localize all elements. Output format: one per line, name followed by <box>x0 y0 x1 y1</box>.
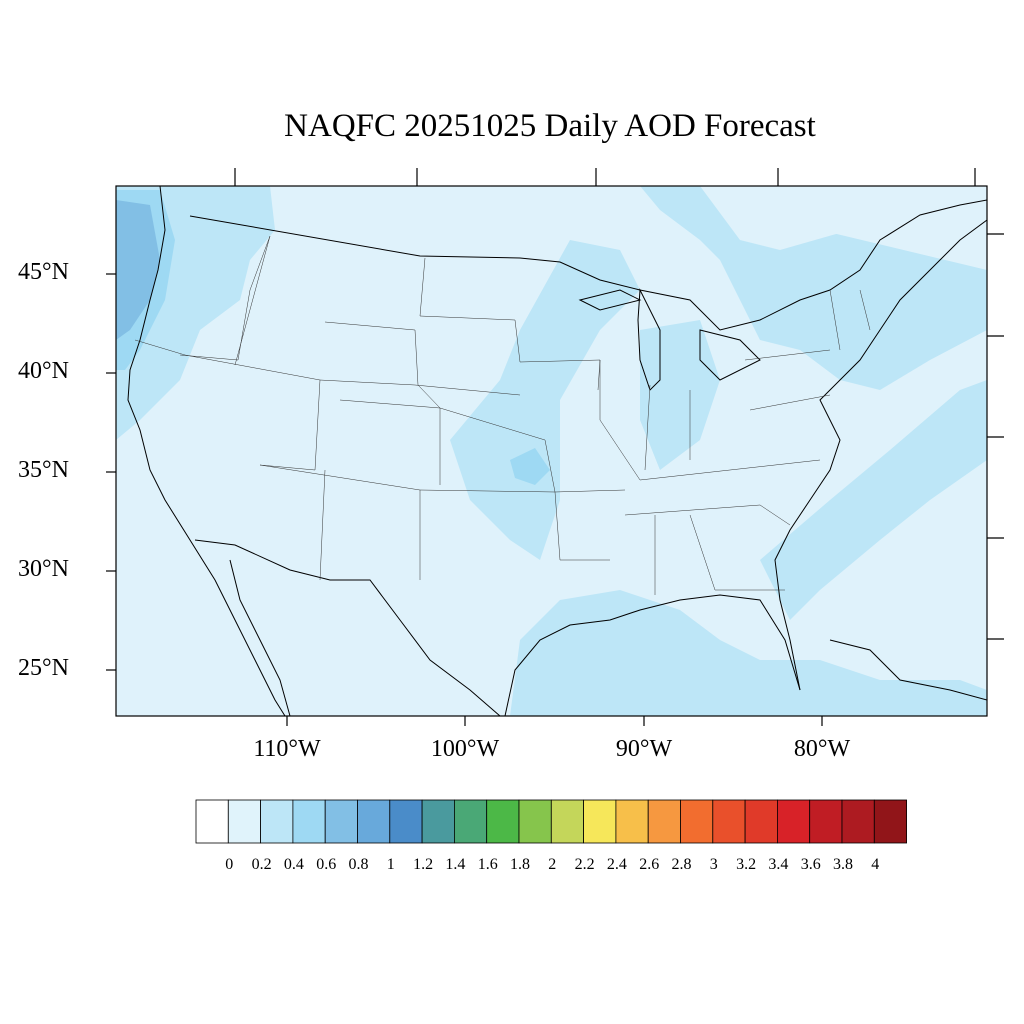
colorbar-box <box>841 799 875 844</box>
colorbar-tick-label: 2 <box>548 856 557 873</box>
lat-label-45n: 45°N <box>18 259 69 285</box>
lat-label-30n: 30°N <box>18 556 69 582</box>
colorbar-tick-label: 0.4 <box>283 856 304 873</box>
map-frame <box>115 185 988 717</box>
colorbar-box <box>227 799 262 844</box>
colorbar-tick-label: 1.6 <box>477 856 498 873</box>
colorbar-box <box>453 799 488 844</box>
colorbar-tick-label: 2.8 <box>671 856 692 873</box>
colorbar-tick-label: 3 <box>709 856 718 873</box>
colorbar-box <box>615 799 649 844</box>
lon-label-80w: 80°W <box>793 736 851 762</box>
colorbar-tick-label: 2.6 <box>639 856 660 873</box>
colorbar-box <box>873 799 907 844</box>
colorbar-box <box>680 799 714 844</box>
colorbar-tick-label: 4 <box>871 856 880 873</box>
lon-label-90w: 90°W <box>615 736 673 762</box>
colorbar-tick-label: 1.2 <box>413 856 434 873</box>
colorbar-tick-label: 0.2 <box>251 856 272 873</box>
lat-label-40n: 40°N <box>18 358 69 384</box>
colorbar-box <box>421 799 455 844</box>
coastlines <box>127 186 987 716</box>
colorbar-box <box>647 799 681 844</box>
colorbar-tick-label: 3.2 <box>736 856 757 873</box>
lat-label-25n: 25°N <box>18 655 69 681</box>
colorbar-tick-label: 0.6 <box>316 856 337 873</box>
lon-label-110w: 110°W <box>253 736 321 762</box>
colorbar-box <box>195 799 229 844</box>
colorbar-box <box>486 799 520 844</box>
colorbar-box <box>712 799 746 844</box>
colorbar-box <box>324 799 358 844</box>
colorbar-box <box>518 799 552 844</box>
colorbar-tick-label: 0 <box>225 856 234 873</box>
colorbar-tick-label: 1.4 <box>445 856 466 873</box>
colorbar-box <box>550 799 584 844</box>
colorbar-box <box>357 799 391 844</box>
state-boundaries <box>134 235 871 595</box>
colorbar-tick-label: 3.4 <box>768 856 789 873</box>
colorbar-tick-label: 3.8 <box>833 856 853 873</box>
colorbar <box>195 799 907 844</box>
lat-label-35n: 35°N <box>18 457 69 483</box>
colorbar-box <box>744 799 778 844</box>
aod-field <box>116 186 987 716</box>
colorbar-box <box>292 799 326 844</box>
colorbar-tick-label: 0.8 <box>348 856 369 873</box>
axis-ticks <box>106 168 1004 726</box>
colorbar-tick-label: 1.8 <box>510 856 530 873</box>
colorbar-box <box>260 799 294 844</box>
colorbar-box <box>777 799 811 844</box>
colorbar-tick-label: 1 <box>386 856 395 873</box>
colorbar-box <box>389 799 423 844</box>
map-title: NAQFC 20251025 Daily AOD Forecast <box>284 108 816 144</box>
colorbar-tick-label: 2.2 <box>574 856 595 873</box>
colorbar-tick-label: 3.6 <box>800 856 821 873</box>
lon-label-100w: 100°W <box>430 736 500 762</box>
colorbar-box <box>809 799 843 844</box>
colorbar-tick-label: 2.4 <box>606 856 627 873</box>
colorbar-box <box>583 799 617 844</box>
